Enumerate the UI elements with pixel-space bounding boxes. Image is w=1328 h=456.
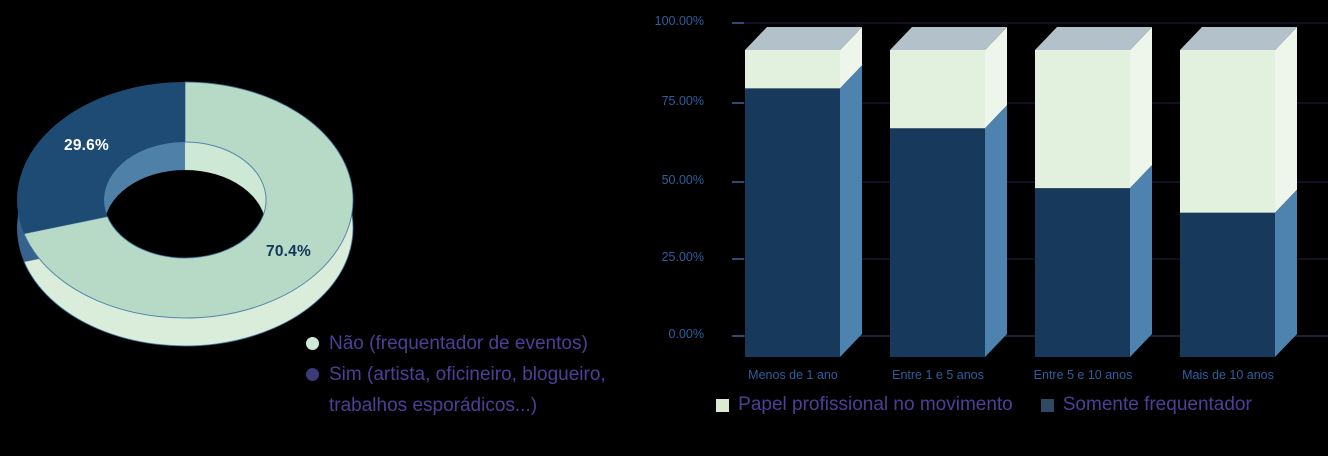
ytick-0: 0.00% [668, 327, 704, 341]
bar-2-side-top [1130, 27, 1152, 189]
bar-0-segment-somente [745, 88, 840, 357]
legend-label-nao: Não (frequentador de eventos) [329, 328, 588, 359]
legend-label-somente: Somente frequentador [1062, 394, 1252, 415]
donut-value-label-nao: 70.4% [266, 243, 311, 260]
ytick-75: 75.00% [661, 94, 704, 108]
xtick-entre-5-10: Entre 5 e 10 anos [1033, 368, 1133, 382]
bar-0-side-bottom [840, 65, 862, 357]
bar-3-side-top [1275, 27, 1297, 213]
legend-marker-nao-icon [306, 337, 319, 350]
legend-marker-sim-icon [306, 368, 319, 381]
bar-3-top-face [1180, 27, 1297, 50]
legend-item-somente[interactable]: Somente frequentador [1040, 394, 1252, 416]
bar-1-top-face [890, 27, 1007, 50]
legend-label-nao-line1: Não (frequentador de eventos) [329, 333, 588, 354]
bar-2-segment-papel [1035, 50, 1130, 189]
ytick-100: 100.00% [654, 14, 704, 28]
bar-0-side-top [840, 27, 862, 89]
bar-1-segment-somente [890, 128, 985, 357]
ytick-25: 25.00% [661, 250, 704, 264]
bar-2-top-face [1035, 27, 1152, 50]
legend-item-sim[interactable]: Sim (artista, oficineiro, blogueiro, tra… [306, 359, 636, 421]
donut-slice-0 [23, 81, 354, 319]
legend-label-sim-line2: trabalhos esporádicos...) [329, 395, 538, 416]
donut-svg[interactable] [0, 0, 660, 456]
bar-3-segment-somente [1180, 212, 1275, 357]
xtick-mais-10: Mais de 10 anos [1182, 368, 1274, 382]
bar-1-side-bottom [985, 105, 1007, 357]
legend-item-papel[interactable]: Papel profissional no movimento [716, 394, 1013, 416]
legend-label-papel: Papel profissional no movimento [738, 394, 1013, 415]
legend-item-nao[interactable]: Não (frequentador de eventos) [306, 328, 636, 359]
bar-0-segment-papel [745, 50, 840, 89]
bar-svg[interactable] [640, 0, 1328, 456]
legend-marker-papel-icon [716, 398, 730, 412]
xtick-entre-1-5: Entre 1 e 5 anos [892, 368, 984, 382]
bar-2-segment-somente [1035, 188, 1130, 357]
legend-label-sim: Sim (artista, oficineiro, blogueiro, tra… [329, 359, 606, 421]
legend-marker-somente-icon [1040, 398, 1054, 412]
stacked-bar-chart: 100.00% 75.00% 50.00% 25.00% 0.00% Menos… [640, 0, 1328, 456]
bar-legend: Papel profissional no movimento Somente … [640, 394, 1328, 416]
legend-label-sim-line1: Sim (artista, oficineiro, blogueiro, [329, 364, 606, 385]
donut-legend: Não (frequentador de eventos) Sim (artis… [306, 328, 636, 421]
donut-value-label-sim: 29.6% [64, 137, 109, 154]
donut-slice-1 [17, 82, 185, 234]
donut-chart: 29.6% 70.4% Não (frequentador de eventos… [0, 0, 660, 456]
xtick-menos-1-ano: Menos de 1 ano [748, 368, 838, 382]
bar-1-side-top [985, 27, 1007, 129]
bar-2-side-bottom [1130, 165, 1152, 357]
bar-3-segment-papel [1180, 50, 1275, 213]
bar-0-top-face [745, 27, 862, 50]
ytick-50: 50.00% [661, 173, 704, 187]
bar-3-side-bottom [1275, 189, 1297, 357]
bar-1-segment-papel [890, 50, 985, 129]
